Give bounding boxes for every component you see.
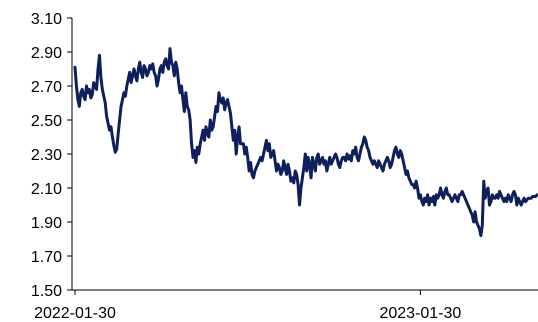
series-line: [73, 47, 538, 238]
y-tick-label: 1.90: [31, 215, 62, 232]
x-tick-label: 2023-01-30: [379, 305, 461, 322]
y-tick-label: 2.50: [31, 113, 62, 130]
plot-area: [73, 47, 538, 238]
y-tick-label: 2.70: [31, 79, 62, 96]
y-tick-label: 1.50: [31, 283, 62, 300]
y-axis: 1.50 1.70 1.90 2.10 2.30 2.50 2.70 2.90 3.10: [31, 11, 73, 300]
y-tick-label: 1.70: [31, 249, 62, 266]
y-tick-label: 2.30: [31, 147, 62, 164]
y-tick-label: 2.10: [31, 181, 62, 198]
x-tick-label: 2022-01-30: [34, 305, 116, 322]
x-axis: 2022-01-30 2023-01-30: [34, 289, 538, 322]
y-tick-label: 2.90: [31, 45, 62, 62]
y-tick-label: 3.10: [31, 11, 62, 28]
